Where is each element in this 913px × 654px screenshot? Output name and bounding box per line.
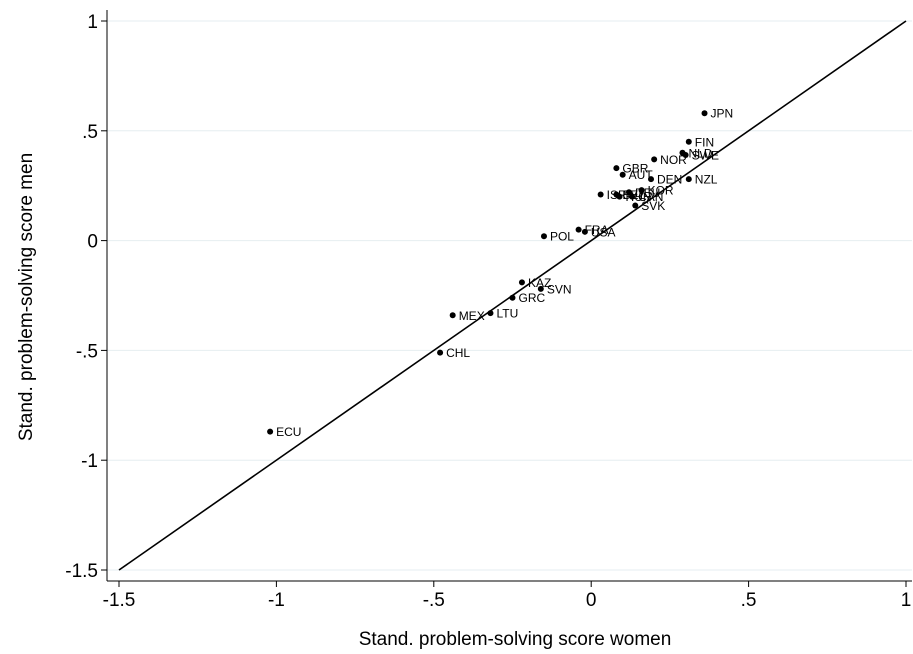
data-point-isr <box>597 191 604 198</box>
point-label-hun: HUN <box>626 190 652 204</box>
point-label-kaz: KAZ <box>528 276 551 290</box>
data-point-deu <box>625 189 632 196</box>
data-point-grc <box>509 294 516 301</box>
point-label-swe: SWE <box>692 148 719 162</box>
x-tick-label: 0 <box>586 590 597 611</box>
data-point-usa <box>581 228 588 235</box>
point-label-kor: KOR <box>648 184 674 198</box>
point-label-aut: AUT <box>629 168 654 182</box>
point-label-nor: NOR <box>660 153 687 167</box>
y-tick-label: -.5 <box>76 341 98 362</box>
x-tick-label: -1.5 <box>103 590 136 611</box>
data-point-aut <box>619 171 626 178</box>
point-label-fin: FIN <box>695 135 714 149</box>
point-label-fra: FRA <box>585 223 609 237</box>
data-point-ltu <box>487 310 494 317</box>
x-tick-label: -.5 <box>423 590 445 611</box>
point-label-chl: CHL <box>446 346 470 360</box>
point-label-pol: POL <box>550 230 574 244</box>
point-label-svn: SVN <box>547 282 572 296</box>
point-label-den: DEN <box>657 173 682 187</box>
grid-lines <box>107 20 912 571</box>
data-point-nor <box>651 156 658 163</box>
point-label-mex: MEX <box>459 309 485 323</box>
axes: -1.5 -1 -.5 0 .5 1 -1.5 -1 -.5 0 .5 1 <box>65 10 912 611</box>
data-points: JPNFINNLDSWENORGBRAUTDENNZLISRBELDEUKORH… <box>267 107 733 439</box>
y-tick-label: 0 <box>87 232 98 253</box>
x-axis-title: Stand. problem-solving score women <box>359 629 672 650</box>
data-point-hun <box>616 193 623 200</box>
point-label-usa: USA <box>591 225 616 239</box>
data-point-can <box>629 193 636 200</box>
x-tick-label: 1 <box>901 590 912 611</box>
data-point-gbr <box>613 165 620 172</box>
y-axis-title: Stand. problem-solving score men <box>16 153 37 441</box>
y-tick-label: -1.5 <box>65 561 98 582</box>
x-tick-label: -1 <box>268 590 285 611</box>
point-label-jpn: JPN <box>711 107 734 121</box>
data-point-chl <box>437 349 444 356</box>
data-point-swe <box>682 151 689 158</box>
data-point-fra <box>575 226 582 233</box>
data-point-svk <box>632 202 639 209</box>
data-point-jpn <box>701 110 708 117</box>
data-point-kaz <box>518 279 525 286</box>
point-label-ltu: LTU <box>496 307 518 321</box>
point-label-nld: NLD <box>688 146 712 160</box>
point-label-svk: SVK <box>641 199 665 213</box>
point-label-nzl: NZL <box>695 173 718 187</box>
point-label-grc: GRC <box>519 291 546 305</box>
y-tick-label: -1 <box>81 451 98 472</box>
point-label-can: CAN <box>638 190 663 204</box>
data-point-ecu <box>267 428 274 435</box>
x-tick-label: .5 <box>741 590 757 611</box>
data-point-mex <box>449 312 456 319</box>
y-tick-label: 1 <box>87 12 98 33</box>
data-point-nzl <box>685 176 692 183</box>
data-point-kor <box>638 187 645 194</box>
data-point-den <box>648 176 655 183</box>
data-point-fin <box>685 138 692 145</box>
data-point-pol <box>540 233 547 240</box>
data-point-svn <box>537 285 544 292</box>
y-tick-label: .5 <box>82 122 98 143</box>
point-label-ecu: ECU <box>276 425 301 439</box>
point-label-gbr: GBR <box>622 162 648 176</box>
